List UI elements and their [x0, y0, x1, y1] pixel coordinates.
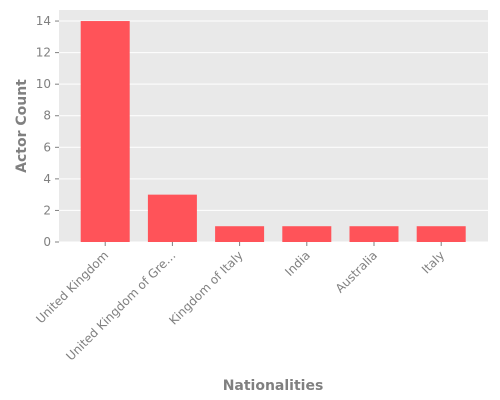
- bar: [416, 226, 466, 242]
- x-tick-label: Kingdom of Italy: [166, 248, 245, 327]
- y-axis-ticks: 0 2 4 6 8 10 12 14: [36, 14, 59, 249]
- y-tick-label: 4: [43, 172, 51, 186]
- y-tick-label: 8: [43, 109, 51, 123]
- x-axis-title: Nationalities: [223, 378, 324, 394]
- y-tick-label: 2: [43, 203, 51, 217]
- x-tick-label: Italy: [419, 248, 447, 276]
- y-tick-label: 6: [43, 140, 51, 154]
- x-tick-label: Australia: [333, 248, 380, 295]
- bar: [147, 194, 197, 242]
- y-tick-label: 14: [36, 14, 51, 28]
- y-tick-label: 12: [36, 46, 51, 60]
- gridlines: [59, 20, 488, 243]
- x-tick-label: India: [282, 248, 313, 279]
- y-tick-label: 10: [36, 77, 51, 91]
- x-tick-label: United Kingdom: [33, 248, 111, 326]
- y-axis-title: Actor Count: [14, 79, 30, 173]
- bars: [80, 21, 466, 242]
- bar: [282, 226, 332, 242]
- bar: [349, 226, 399, 242]
- x-tick-label: United Kingdom of Gre…: [63, 248, 178, 363]
- bar: [215, 226, 265, 242]
- plot-background: [59, 10, 488, 242]
- y-tick-label: 0: [43, 235, 51, 249]
- bar: [80, 21, 130, 242]
